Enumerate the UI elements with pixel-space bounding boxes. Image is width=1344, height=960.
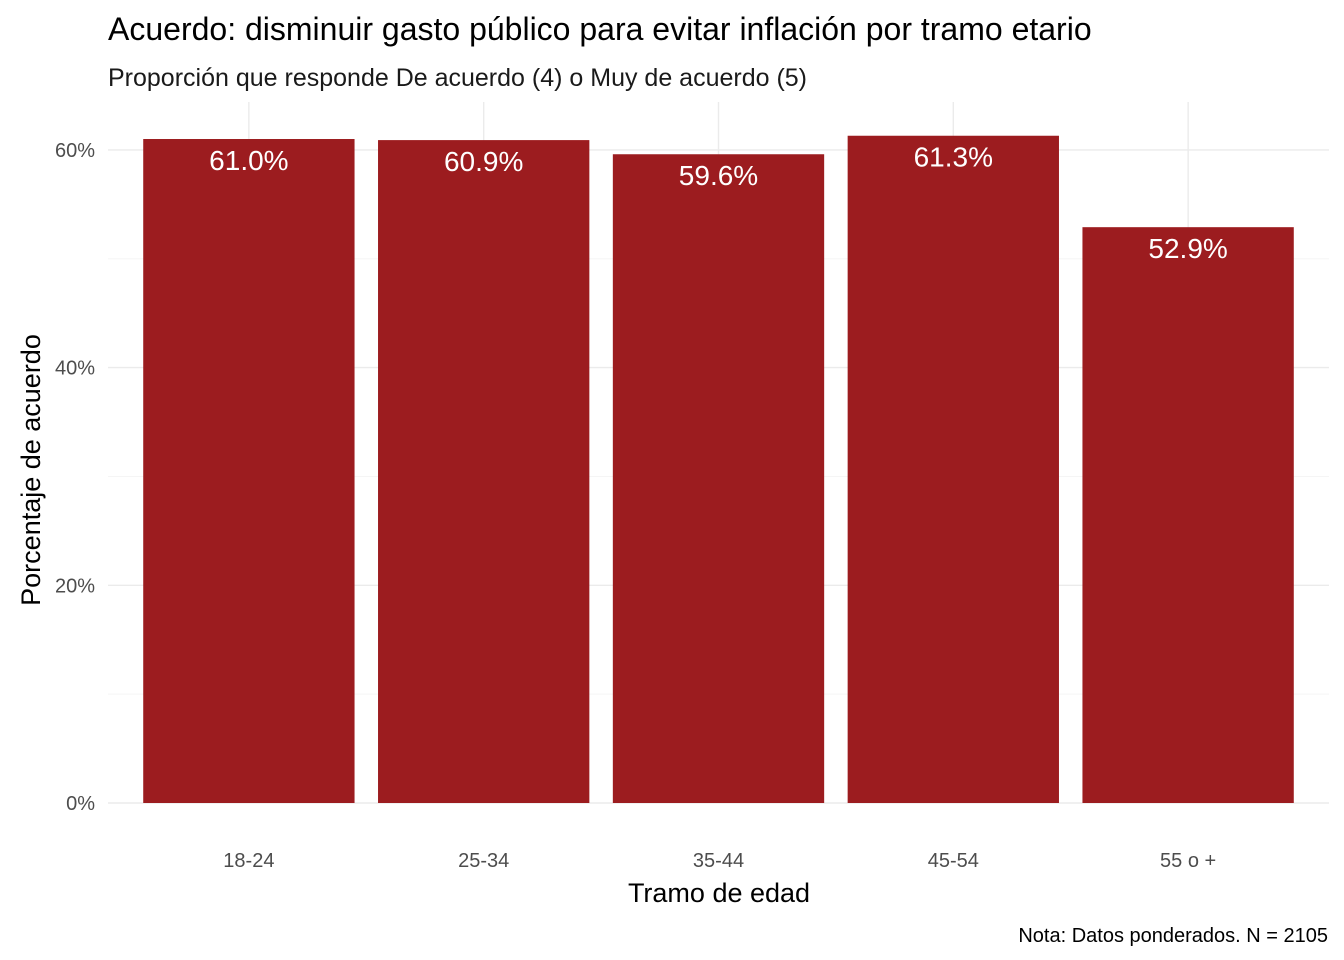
y-axis-ticks: 0% 20% 40% 60%: [55, 140, 95, 815]
x-tick-label: 45-54: [928, 850, 979, 872]
bar-value-label: 61.3%: [914, 142, 993, 173]
bars: [143, 135, 1294, 804]
bar-25-34: [378, 140, 590, 803]
chart-title: Acuerdo: disminuir gasto público para ev…: [108, 11, 1092, 47]
bar-35-44: [612, 154, 825, 804]
x-axis-ticks: 18-24 25-34 35-44 45-54 55 o +: [223, 850, 1216, 872]
y-axis-title: Porcentaje de acuerdo: [16, 334, 46, 606]
chart-caption: Nota: Datos ponderados. N = 2105: [1018, 925, 1328, 947]
bar-value-label: 52.9%: [1148, 233, 1227, 264]
bar-value-label: 60.9%: [444, 146, 523, 177]
x-tick-label: 55 o +: [1160, 850, 1216, 872]
chart-subtitle: Proporción que responde De acuerdo (4) o…: [108, 64, 807, 92]
x-tick-label: 35-44: [693, 850, 744, 872]
y-tick-label: 0%: [66, 793, 95, 815]
y-tick-label: 20%: [55, 575, 95, 597]
y-tick-label: 40%: [55, 358, 95, 380]
bar-value-label: 61.0%: [209, 145, 288, 176]
bar-value-label: 59.6%: [679, 160, 758, 191]
y-tick-label: 60%: [55, 140, 95, 162]
x-tick-label: 25-34: [458, 850, 509, 872]
x-axis-title: Tramo de edad: [628, 878, 810, 908]
bar-45-54: [847, 135, 1059, 804]
bar-55-o-: [1082, 227, 1294, 803]
bar-value-labels: 61.0% 60.9% 59.6% 61.3% 52.9%: [209, 142, 1228, 264]
bar-18-24: [143, 139, 355, 803]
x-tick-label: 18-24: [223, 850, 274, 872]
